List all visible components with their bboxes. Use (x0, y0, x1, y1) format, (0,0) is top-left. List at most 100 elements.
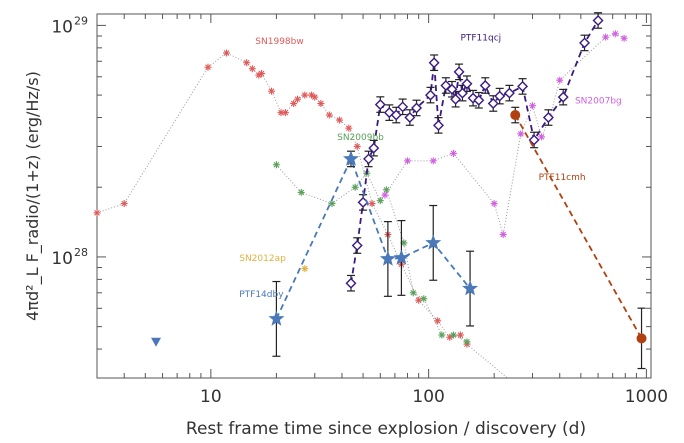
sn1998bw-extension-line (466, 343, 508, 379)
data-point-diamond (425, 89, 436, 101)
data-point-diamond (453, 66, 465, 78)
data-point-star (342, 150, 359, 166)
data-point-diamond (461, 78, 473, 90)
data-point-asterisk (204, 63, 212, 71)
data-point-asterisk (336, 116, 344, 124)
data-point-asterisk (438, 331, 446, 339)
data-point-asterisk (381, 191, 389, 199)
data-point-triangle (151, 337, 162, 347)
data-point-asterisk (353, 142, 361, 150)
plot-frame (96, 13, 652, 379)
data-point-asterisk (268, 87, 276, 95)
data-point-asterisk (620, 34, 628, 42)
y-tick-label: 10 (51, 249, 73, 269)
y-tick-label-exponent: 28 (74, 246, 88, 259)
data-point-asterisk (538, 133, 546, 141)
data-point-asterisk (368, 200, 376, 208)
x-tick-label: 10 (200, 387, 222, 407)
data-point-diamond (411, 102, 423, 114)
ptf11qcj-label: PTF11qcj (460, 34, 501, 44)
data-point-asterisk (345, 124, 353, 132)
data-point-circle (636, 333, 647, 344)
data-point-star (268, 310, 285, 326)
data-point-diamond (351, 240, 363, 252)
data-point-asterisk (311, 93, 319, 101)
data-point-asterisk (301, 91, 309, 99)
data-point-asterisk (223, 49, 231, 57)
data-point-diamond (592, 14, 604, 26)
data-point-star (462, 280, 479, 296)
data-point-asterisk (258, 69, 266, 77)
data-point-asterisk (449, 331, 457, 339)
data-point-asterisk (351, 183, 359, 191)
data-point-star (379, 250, 396, 266)
data-point-diamond (345, 277, 357, 289)
data-point-diamond (374, 99, 386, 111)
x-tick-label: 1000 (625, 387, 668, 407)
data-point-asterisk (294, 95, 302, 103)
data-point-asterisk (611, 30, 619, 38)
data-point-diamond (368, 142, 380, 154)
data-point-asterisk (490, 200, 498, 208)
data-point-star (393, 249, 410, 265)
data-point-asterisk (93, 209, 101, 217)
data-point-asterisk (376, 197, 384, 205)
data-point-diamond (542, 112, 554, 124)
data-point-asterisk (456, 331, 464, 339)
data-point-asterisk (409, 289, 417, 297)
data-point-asterisk (446, 333, 454, 341)
data-point-diamond (528, 134, 540, 146)
data-point-diamond (390, 109, 402, 121)
data-point-diamond (404, 112, 416, 124)
ptf14dby-line (275, 156, 471, 320)
data-point-asterisk (297, 188, 305, 196)
data-point-asterisk (325, 111, 333, 119)
data-point-asterisk (449, 149, 457, 157)
data-point-asterisk (404, 157, 412, 165)
data-point-diamond (579, 37, 591, 49)
data-point-asterisk (272, 161, 280, 169)
data-point-diamond (456, 87, 468, 99)
data-point-asterisk (517, 130, 525, 138)
data-point-asterisk (243, 59, 251, 67)
data-point-asterisk (463, 338, 471, 346)
data-point-diamond (428, 57, 440, 69)
ptf11cmh-line (514, 114, 643, 339)
sn2009bb-line (276, 164, 468, 343)
data-point-asterisk (248, 65, 256, 73)
data-point-asterisk (317, 99, 325, 107)
data-point-circle (510, 110, 521, 121)
data-point-asterisk (301, 265, 309, 273)
sn2007bg-line (384, 33, 625, 235)
data-point-asterisk (281, 109, 289, 117)
data-point-diamond (433, 119, 444, 131)
data-point-diamond (557, 91, 569, 103)
data-point-diamond (397, 101, 409, 113)
data-point-asterisk (420, 295, 428, 303)
sn2009bb-label: SN2009bb (337, 133, 384, 143)
data-point-diamond (494, 90, 506, 102)
sn1998bw-line (96, 52, 468, 345)
sn2007bg-label: SN2007bg (575, 96, 622, 106)
data-point-asterisk (277, 109, 285, 117)
y-tick-label-exponent: 29 (74, 14, 88, 27)
data-point-asterisk (120, 200, 128, 208)
data-point-asterisk (602, 33, 610, 41)
data-point-diamond (479, 80, 491, 92)
data-point-asterisk (429, 157, 437, 165)
sn2012ap-label: SN2012ap (239, 254, 286, 264)
data-point-diamond (450, 93, 462, 105)
x-tick-label: 100 (412, 387, 444, 407)
data-point-diamond (446, 83, 458, 95)
ptf11cmh-label: PTF11cmh (539, 173, 586, 183)
x-axis-title: Rest frame time since explosion / discov… (186, 419, 586, 439)
data-point-asterisk (499, 230, 507, 238)
data-point-diamond (473, 94, 485, 106)
data-point-asterisk (556, 76, 564, 84)
data-point-diamond (503, 87, 515, 99)
sn1998bw-label: SN1998bw (255, 37, 303, 47)
y-axis-title: 4πd²_L F_radio/(1+z) (erg/Hz/s) (23, 71, 43, 321)
data-point-diamond (363, 153, 375, 165)
data-point-asterisk (529, 102, 537, 110)
